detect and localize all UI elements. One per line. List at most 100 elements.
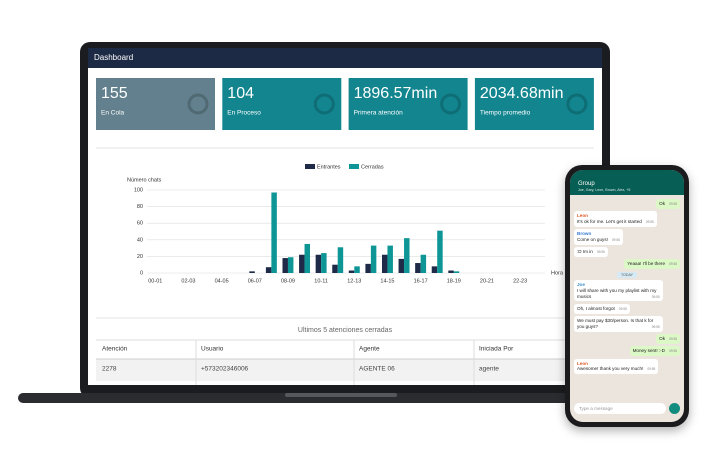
bar [398, 258, 405, 273]
x-tick-label: 12-13 [347, 278, 361, 284]
x-tick-label: 14-15 [380, 278, 394, 284]
header-bar [88, 48, 602, 68]
kpi-label: Primera atención [354, 110, 404, 117]
chat-header: Group Joe, Gary, Leon, Brown, Alex, +5 [570, 170, 684, 195]
bar [370, 245, 377, 273]
message-bubble: Brown Come on guys! 09:55 [574, 229, 623, 245]
x-tick-label: 18-19 [447, 278, 461, 284]
message-time: 09:55 [651, 294, 660, 299]
message-text: Yeaaa! I'll be there [627, 261, 666, 267]
bar [299, 254, 305, 273]
message-text: :D Im in [577, 249, 593, 255]
kpi-icon [566, 93, 588, 115]
group-name: Group [578, 181, 595, 187]
table-header: Iniciada Por [479, 346, 514, 353]
x-tick-label: 00-01 [148, 278, 162, 284]
x-tick-label: 22-23 [513, 278, 527, 284]
bar [448, 270, 454, 273]
bar [304, 243, 311, 273]
message-bubble: Leon It's ok for me. Let's get it started… [574, 211, 657, 227]
message-input[interactable]: Type a message [574, 403, 666, 414]
kpi-value: 1896.57min [354, 85, 438, 102]
kpi-label: En Cola [101, 110, 125, 117]
message-time: 09:55 [611, 237, 620, 242]
bar [453, 271, 460, 273]
bar [315, 254, 322, 273]
bar [282, 258, 288, 273]
table-cell: agente [479, 366, 499, 373]
kpi-value: 104 [227, 85, 254, 102]
bar [249, 271, 255, 273]
message-time: 09:55 [596, 250, 605, 255]
group-members: Joe, Gary, Leon, Brown, Alex, +5 [578, 188, 631, 192]
y-tick-label: 60 [137, 221, 143, 227]
dashboard-title: Dashboard [94, 53, 133, 62]
kpi-icon [313, 93, 335, 115]
bar [348, 270, 355, 273]
kpi-icon [440, 93, 462, 115]
y-tick-label: 40 [137, 237, 143, 243]
message-time: 09:55 [669, 262, 677, 267]
y-tick-label: 100 [134, 187, 143, 193]
sender-name: Brown [577, 231, 592, 237]
kpi-icon [187, 93, 209, 115]
day-separator: TODAY [616, 271, 638, 278]
kpi-card [474, 78, 594, 130]
bar [415, 263, 421, 273]
message-bubble: Oh, I almost forgot 09:55 [574, 303, 630, 314]
y-axis-label: Número chats [127, 177, 161, 183]
kpi-label: Tiempo promedio [480, 110, 531, 117]
x-tick-label: 10-11 [314, 278, 328, 284]
y-tick-label: 80 [137, 204, 143, 210]
table-header: Agente [359, 346, 380, 353]
bar [265, 267, 272, 273]
message-text: I will share with you my playlist with m… [577, 287, 657, 299]
x-tick-label: 16-17 [414, 278, 428, 284]
message-bubble: Ok 09:55 [656, 334, 680, 344]
x-tick-label: 20-21 [480, 278, 494, 284]
message-bubble: Joe I will share with you my playlist wit… [574, 280, 663, 302]
message-text: It's ok for me. Let's get it started [577, 218, 642, 224]
sender-name: Leon [577, 213, 588, 219]
message-time: 09:55 [647, 367, 656, 372]
notch [285, 393, 397, 397]
table-header: Usuario [201, 346, 224, 353]
message-text: Money sent! :-D [632, 348, 666, 354]
bar [337, 247, 344, 273]
kpi-card [222, 78, 342, 130]
message-text: Ok [659, 201, 666, 206]
y-tick-label: 0 [140, 270, 143, 276]
kpi-label: En Proceso [227, 110, 261, 117]
message-time: 09:55 [669, 337, 677, 342]
bar [271, 192, 277, 273]
mic-button[interactable] [669, 403, 680, 414]
bezel-bottom [88, 385, 602, 391]
chat: Ok 09:55 Leon It's ok for me. Let's get it … [570, 195, 684, 400]
bar [321, 253, 327, 273]
legend-label: Cerradas [361, 164, 384, 170]
bar [437, 230, 443, 273]
bar [287, 257, 294, 273]
kpi-card [348, 78, 468, 130]
dynamic: 155 En Cola 104 En Proceso 1896.57min Primera… [96, 78, 594, 373]
sender-name: Joe [577, 282, 585, 288]
message-text: We must pay $30/person. Is that k for yo… [577, 318, 654, 329]
message-time: 09:55 [669, 349, 677, 354]
phone-screen: Group Joe, Gary, Leon, Brown, Alex, +5 O… [570, 170, 684, 422]
kpi-value: 2034.68min [480, 85, 564, 102]
message-text: Come on guys! [577, 236, 608, 242]
legend-swatch [349, 164, 359, 169]
table-cell: +573202346006 [201, 366, 249, 373]
x-tick-label: 04-05 [215, 278, 229, 284]
bar [420, 254, 427, 273]
kpi-card [96, 78, 215, 130]
message-bubble: Money sent! :-D 09:55 [629, 346, 680, 357]
message-time: 09:55 [618, 306, 627, 311]
message-time: 09:55 [651, 324, 660, 329]
x-tick-label: 06-07 [248, 278, 262, 284]
message-bubble: Yeaaa! I'll be there 09:55 [624, 259, 680, 270]
x-tick-label: 02-03 [181, 278, 195, 284]
message-bubble: We must pay $30/person. Is that k for yo… [574, 316, 663, 332]
input-bar: Type a message [570, 400, 684, 422]
